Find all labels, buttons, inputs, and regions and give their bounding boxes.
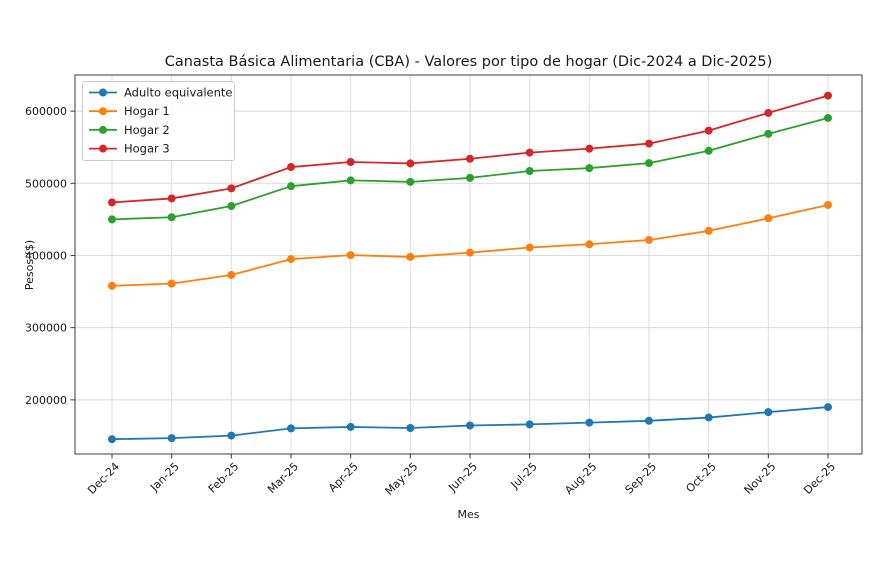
x-tick-label: Dec-24 (85, 460, 122, 497)
legend-marker (99, 107, 107, 116)
legend-item-adulto-equivalente: Adulto equivalente (89, 86, 233, 100)
data-point-hogar-1 (466, 248, 474, 257)
legend-marker (99, 88, 107, 97)
x-tick-label: Aug-25 (562, 460, 599, 497)
x-tick-label: Oct-25 (683, 460, 718, 495)
data-point-adulto-equivalente (764, 408, 773, 417)
data-point-hogar-1 (287, 255, 295, 264)
legend-label: Hogar 2 (124, 123, 170, 137)
x-tick-label: Jan-25 (147, 460, 182, 495)
legend-label: Adulto equivalente (124, 86, 233, 100)
data-point-adulto-equivalente (346, 422, 355, 431)
data-point-adulto-equivalente (287, 424, 295, 433)
legend-marker (99, 144, 107, 153)
data-point-hogar-2 (227, 202, 236, 211)
data-point-hogar-3 (585, 144, 594, 153)
x-tick-label: Dec-25 (801, 460, 838, 497)
data-point-hogar-2 (167, 213, 176, 222)
y-tick-label: 300000 (25, 322, 67, 335)
data-point-hogar-1 (585, 240, 594, 249)
series-hogar-2 (108, 113, 832, 224)
data-point-hogar-3 (764, 108, 773, 117)
series-adulto-equivalente (108, 403, 832, 444)
data-point-adulto-equivalente (406, 424, 415, 433)
data-point-adulto-equivalente (227, 431, 236, 440)
y-tick-label: 500000 (25, 177, 67, 190)
x-tick-label: Jul-25 (508, 460, 540, 492)
data-point-adulto-equivalente (466, 421, 474, 430)
data-point-hogar-2 (466, 173, 474, 182)
plot-border (74, 74, 863, 455)
legend: Adulto equivalente Hogar 1 Hogar 2 Hogar 3 (82, 81, 235, 161)
data-point-hogar-2 (764, 129, 773, 138)
data-point-adulto-equivalente (108, 435, 116, 444)
legend-item-hogar-2: Hogar 2 (89, 123, 170, 137)
data-point-hogar-1 (167, 279, 176, 288)
data-point-hogar-2 (108, 215, 116, 224)
data-point-hogar-2 (406, 177, 415, 186)
legend-label: Hogar 3 (124, 142, 170, 156)
data-point-adulto-equivalente (645, 416, 653, 425)
data-point-hogar-3 (466, 154, 474, 163)
data-point-hogar-1 (227, 270, 236, 279)
data-point-hogar-3 (167, 194, 176, 203)
x-tick-label: Feb-25 (206, 460, 242, 496)
data-point-hogar-3 (227, 184, 236, 193)
data-point-hogar-3 (406, 159, 415, 168)
data-point-hogar-2 (525, 167, 534, 176)
data-point-hogar-2 (824, 113, 832, 122)
data-point-hogar-2 (585, 164, 594, 173)
data-point-hogar-1 (346, 251, 355, 260)
data-point-adulto-equivalente (585, 418, 594, 427)
x-tick-label: May-25 (383, 460, 421, 498)
data-point-hogar-1 (764, 214, 773, 223)
y-axis-label: Pesos ($) (23, 240, 36, 290)
series-layer (108, 91, 832, 444)
x-tick-label: Jun-25 (445, 460, 480, 495)
data-point-hogar-2 (645, 159, 653, 168)
legend-marker (99, 125, 107, 134)
data-point-hogar-1 (108, 281, 116, 290)
series-hogar-1 (108, 200, 832, 290)
chart-title: Canasta Básica Alimentaria (CBA) - Valor… (165, 54, 773, 70)
data-point-hogar-2 (287, 182, 295, 191)
data-point-hogar-3 (645, 139, 653, 148)
x-tick-label: Mar-25 (265, 460, 301, 496)
data-point-adulto-equivalente (525, 420, 534, 429)
x-tick-label: Apr-25 (326, 460, 361, 495)
legend-label: Hogar 1 (124, 104, 170, 118)
legend-item-hogar-1: Hogar 1 (89, 104, 170, 118)
data-point-adulto-equivalente (704, 413, 713, 422)
x-axis-label: Mes (458, 508, 480, 521)
data-point-hogar-3 (346, 157, 355, 166)
data-point-hogar-3 (824, 91, 832, 100)
data-point-hogar-1 (704, 226, 713, 235)
data-point-adulto-equivalente (824, 403, 832, 412)
data-point-hogar-2 (704, 146, 713, 155)
y-tick-label: 200000 (25, 394, 67, 407)
data-point-hogar-1 (406, 252, 415, 261)
data-point-hogar-3 (525, 148, 534, 157)
x-tick-label: Sep-25 (623, 460, 660, 497)
series-hogar-3 (108, 91, 832, 207)
x-tick-label: Nov-25 (742, 460, 779, 497)
data-point-hogar-3 (108, 198, 116, 207)
y-tick-label: 400000 (25, 249, 67, 262)
legend-box (82, 81, 235, 161)
data-point-hogar-1 (525, 243, 534, 252)
y-tick-label: 600000 (25, 105, 67, 118)
data-point-hogar-2 (346, 176, 355, 185)
grid-layer (75, 75, 862, 454)
data-point-hogar-3 (704, 126, 713, 135)
data-point-hogar-3 (287, 163, 295, 172)
data-point-hogar-1 (824, 200, 832, 209)
legend-item-hogar-3: Hogar 3 (89, 142, 170, 156)
data-point-hogar-1 (645, 235, 653, 244)
data-point-adulto-equivalente (167, 434, 176, 443)
